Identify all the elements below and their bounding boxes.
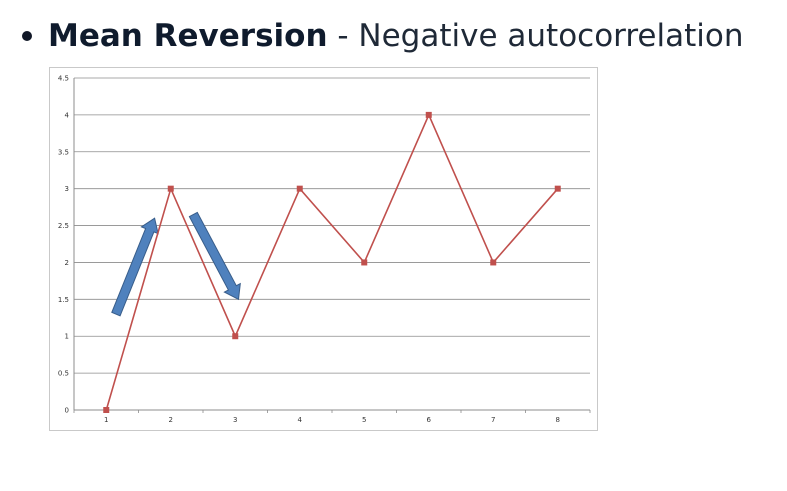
y-tick-label: 2	[65, 259, 69, 267]
axes	[73, 78, 591, 413]
x-tick-label: 5	[362, 416, 366, 424]
x-tick-label: 2	[169, 416, 173, 424]
y-tick-label: 1.5	[58, 296, 69, 304]
bullet-line: Mean Reversion - Negative autocorrelatio…	[22, 18, 744, 54]
annotation-arrows	[111, 211, 241, 317]
y-tick-label: 2.5	[58, 222, 69, 230]
y-tick-label: 4.5	[58, 75, 69, 83]
line-chart: 0 0.5 1 1.5 2 2.5 3 3.5 4 4.5 1 2 3 4 5 6 7 8	[58, 75, 591, 424]
x-tick-label: 4	[298, 416, 303, 424]
x-tick-labels: 1 2 3 4 5 6 7 8	[104, 416, 560, 424]
y-tick-label: 4	[65, 111, 70, 119]
bullet-dot	[22, 31, 32, 41]
data-point	[361, 259, 368, 266]
y-tick-label: 3.5	[58, 148, 69, 156]
x-tick-label: 7	[491, 416, 495, 424]
x-tick-label: 3	[233, 416, 237, 424]
description: Negative autocorrelation	[358, 18, 744, 54]
separator: -	[327, 18, 359, 54]
y-tick-label: 0	[65, 407, 69, 415]
data-point	[425, 111, 432, 118]
x-tick-label: 6	[427, 416, 432, 424]
data-point	[167, 185, 174, 192]
y-tick-labels: 0 0.5 1 1.5 2 2.5 3 3.5 4 4.5	[58, 75, 70, 415]
chart-frame: 0 0.5 1 1.5 2 2.5 3 3.5 4 4.5 1 2 3 4 5 6 7 8	[49, 67, 598, 431]
grid-lines	[74, 77, 590, 411]
data-point	[103, 407, 110, 413]
arrow-down-icon	[188, 211, 241, 301]
bold-term: Mean Reversion	[48, 18, 328, 54]
y-tick-label: 3	[65, 185, 69, 193]
x-tick-label: 1	[104, 416, 108, 424]
series	[103, 111, 561, 413]
data-point	[296, 185, 303, 192]
data-point	[554, 185, 561, 192]
series-line	[105, 112, 559, 411]
arrow-up-icon	[111, 217, 159, 317]
data-point	[232, 333, 239, 340]
y-tick-label: 0.5	[58, 370, 69, 378]
data-point	[490, 259, 497, 266]
y-tick-label: 1	[65, 333, 69, 341]
x-tick-label: 8	[556, 416, 560, 424]
